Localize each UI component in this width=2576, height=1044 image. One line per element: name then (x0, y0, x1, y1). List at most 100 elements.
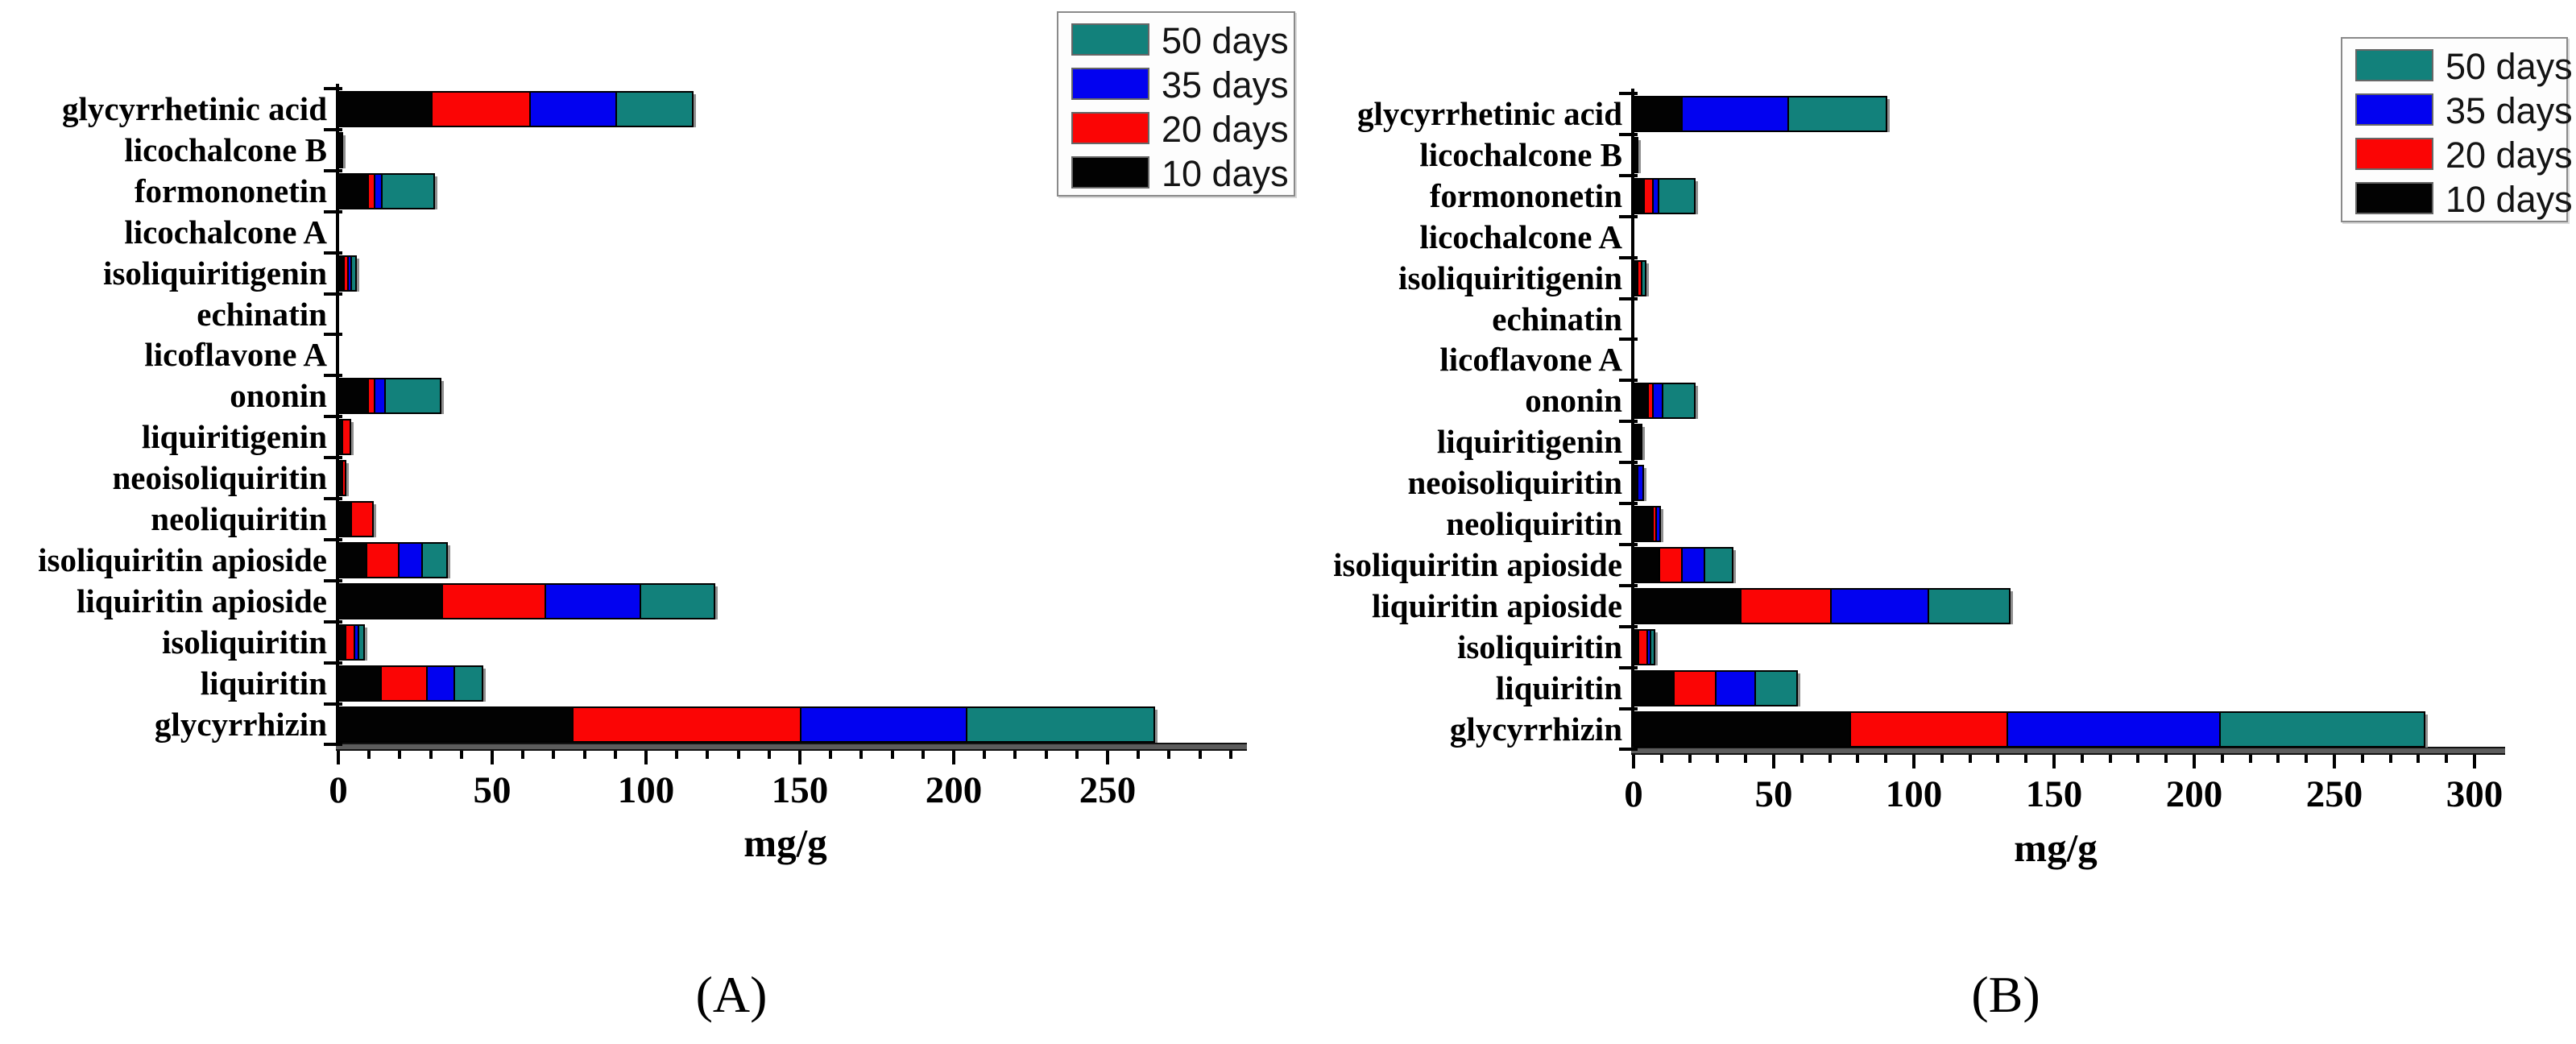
x-axis-minor-tick (1940, 755, 1944, 763)
x-axis-minor-tick (1884, 755, 1888, 763)
x-axis-minor-tick (429, 751, 433, 759)
x-tick-label: 100 (1885, 773, 1943, 815)
y-axis-tick (324, 578, 342, 582)
category-label: licochalcone A (1419, 218, 1622, 255)
legend-swatch-black (1071, 156, 1149, 188)
x-axis-minor-tick (1856, 755, 1860, 763)
y-axis-tick (1619, 420, 1638, 424)
legend-label: 20 days (1162, 109, 1289, 150)
y-axis-tick (324, 537, 342, 541)
category-label: isoliquiritigenin (103, 254, 327, 292)
bar-segment-20-days (572, 706, 801, 743)
x-axis-minor-tick (1828, 755, 1832, 763)
x-axis-line (336, 743, 1247, 751)
stacked-bar-isoliquiritigenin (1634, 259, 1646, 296)
x-axis-major-tick (798, 751, 801, 764)
x-axis-minor-tick (1044, 751, 1048, 759)
bar-segment-10-days (338, 172, 370, 209)
category-label: liquiritin apioside (76, 582, 327, 619)
x-axis-minor-tick (859, 751, 863, 759)
bar-segment-50-days (1754, 669, 1798, 706)
legend-label: 35 days (2446, 90, 2573, 131)
x-axis-minor-tick (2080, 755, 2084, 763)
x-tick-label: 100 (617, 769, 675, 811)
x-axis-minor-tick (367, 751, 371, 759)
bar-segment-10-days (1634, 424, 1642, 461)
x-axis-major-tick (952, 751, 955, 764)
x-axis-minor-tick (2305, 755, 2309, 763)
legend-label: 35 days (1162, 64, 1289, 106)
y-axis-tick (1619, 296, 1638, 300)
x-axis-minor-tick (1137, 751, 1141, 759)
x-axis-minor-tick (2360, 755, 2364, 763)
stacked-bar-neoliquiritin (338, 501, 374, 537)
bar-segment-10-days (338, 378, 370, 415)
category-label: glycyrrhetinic acid (61, 90, 327, 127)
x-axis-minor-tick (1198, 751, 1202, 759)
bar-segment-10-days (1634, 669, 1675, 706)
x-axis-minor-tick (582, 751, 586, 759)
bar-segment-10-days (338, 582, 443, 619)
bar-segment-35-days (1655, 506, 1661, 542)
legend-item: 35 days (1058, 64, 1294, 106)
y-axis-tick (1619, 706, 1638, 710)
y-axis-tick (324, 702, 342, 706)
x-axis-minor-tick (2248, 755, 2252, 763)
x-axis-minor-tick (2136, 755, 2140, 763)
x-axis-minor-tick (521, 751, 525, 759)
y-axis-tick (1619, 379, 1638, 383)
category-label: neoliquiritin (151, 500, 327, 537)
x-axis-major-tick (2473, 755, 2476, 768)
stacked-bar-isoliquiritin-apioside (338, 541, 448, 578)
legend-swatch-red (2355, 138, 2433, 170)
bar-segment-50-days (615, 91, 694, 127)
x-axis-minor-tick (552, 751, 556, 759)
bar-segment-50-days (1928, 587, 2011, 624)
category-label: licoflavone A (144, 336, 327, 374)
category-label: ononin (230, 377, 327, 415)
category-label: liquiritin (200, 664, 327, 702)
legend-box: 50 days 35 days 20 days 10 days (1057, 11, 1295, 197)
bar-segment-20-days (1740, 587, 1832, 624)
legend-swatch-black (2355, 182, 2433, 214)
x-axis-minor-tick (1013, 751, 1017, 759)
category-label: neoisoliquiritin (112, 459, 327, 497)
y-axis-tick (324, 209, 342, 213)
bar-segment-10-days (338, 91, 433, 127)
x-axis-minor-tick (613, 751, 617, 759)
bar-segment-50-days (640, 582, 716, 619)
bar-segment-35-days (799, 706, 968, 743)
bar-segment-20-days (342, 460, 346, 497)
legend-swatch-teal (1071, 23, 1149, 56)
legend-label: 20 days (2446, 135, 2573, 176)
bar-segment-50-days (1787, 96, 1888, 132)
bar-segment-35-days (1637, 465, 1644, 502)
category-label: isoliquiritin (161, 623, 327, 661)
y-axis-tick (1619, 502, 1638, 505)
y-axis-tick (1619, 665, 1638, 669)
x-axis-title: mg/g (743, 821, 827, 865)
y-axis-tick (1619, 173, 1638, 177)
y-axis-tick (1619, 624, 1638, 628)
stacked-bar-isoliquiritin (1634, 628, 1655, 665)
x-axis-minor-tick (2108, 755, 2112, 763)
x-axis-minor-tick (1688, 755, 1692, 763)
category-label: glycyrrhizin (1449, 710, 1622, 748)
category-label: formononetin (1429, 176, 1622, 214)
category-label: glycyrrhetinic acid (1356, 95, 1622, 132)
bar-segment-20-days (1672, 669, 1717, 706)
stacked-bar-isoliquiritigenin (338, 255, 358, 292)
category-label: isoliquiritin apioside (1333, 545, 1622, 583)
legend-item: 20 days (2342, 134, 2573, 176)
x-tick-label: 250 (2305, 773, 2363, 815)
stacked-bar-glycyrrhizin (338, 706, 1156, 743)
y-axis-tick (324, 661, 342, 665)
bar-segment-35-days (1681, 546, 1705, 583)
legend-item: 10 days (1058, 152, 1294, 194)
x-axis-minor-tick (706, 751, 710, 759)
x-axis-minor-tick (398, 751, 402, 759)
x-tick-label: 200 (925, 769, 983, 811)
category-label: isoliquiritin (1456, 628, 1622, 665)
x-tick-label: 50 (1754, 773, 1793, 815)
x-axis-minor-tick (1968, 755, 1972, 763)
